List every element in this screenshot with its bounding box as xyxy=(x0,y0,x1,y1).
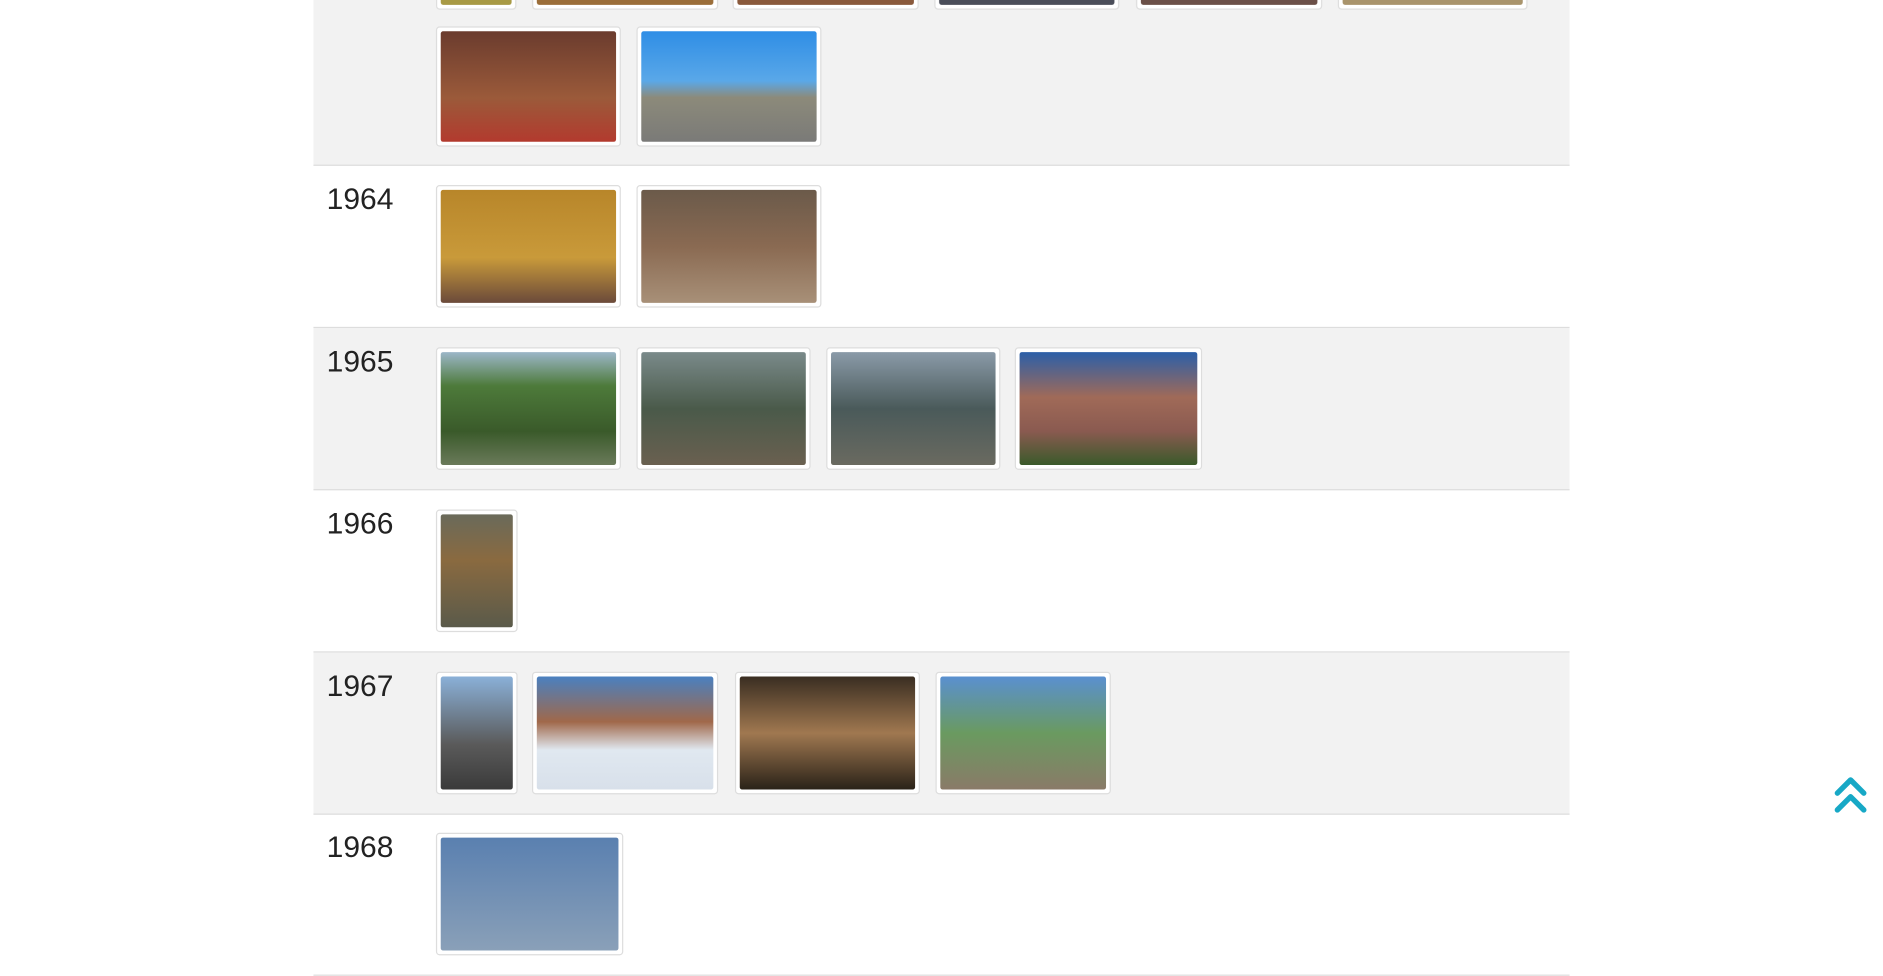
year-label: 1967 xyxy=(326,669,394,703)
year-row xyxy=(313,0,1570,166)
year-label: 1966 xyxy=(326,507,394,541)
thumbnail[interactable] xyxy=(435,347,621,470)
thumbnail[interactable] xyxy=(636,185,822,308)
thumbnail-image xyxy=(939,0,1115,5)
thumbnail-image xyxy=(440,514,513,628)
year-row: 1964 xyxy=(313,166,1570,329)
year-label: 1965 xyxy=(326,344,394,379)
thumbnail-image xyxy=(440,676,513,790)
back-to-top[interactable] xyxy=(1833,774,1869,817)
thumbnail[interactable] xyxy=(435,671,518,795)
thumbnail[interactable] xyxy=(934,0,1120,10)
thumbnail[interactable] xyxy=(435,509,518,633)
thumbnail-image xyxy=(440,352,617,466)
thumbnail-image xyxy=(440,189,617,303)
thumbnail[interactable] xyxy=(1337,0,1528,10)
year-label: 1964 xyxy=(326,182,394,217)
thumbnail[interactable] xyxy=(636,26,822,147)
thumbnail[interactable] xyxy=(734,671,920,795)
thumbnail[interactable] xyxy=(531,0,719,10)
thumbnail-image xyxy=(1342,0,1523,5)
thumbnail[interactable] xyxy=(435,26,621,147)
thumbnail-image xyxy=(440,837,619,951)
thumbnail[interactable] xyxy=(531,671,719,795)
year-row: 1967 xyxy=(313,652,1570,815)
year-row: 1968 xyxy=(313,814,1570,976)
year-label: 1968 xyxy=(326,830,394,865)
thumbnail-image xyxy=(831,352,996,466)
thumbnail-image xyxy=(536,0,714,5)
page: {"rows": [{"year": "1964"}, {"year": "19… xyxy=(313,0,1869,976)
thumbnail[interactable] xyxy=(1136,0,1323,10)
thumbnail[interactable] xyxy=(435,832,624,956)
year-row: 1965 xyxy=(313,328,1570,491)
thumbnail-image xyxy=(737,0,914,5)
thumbnail-image xyxy=(641,189,817,303)
thumbnail-image xyxy=(1140,0,1318,5)
thumbnail[interactable] xyxy=(1014,347,1203,470)
gallery: 1964 1965 1966 1967 1968 xyxy=(313,0,1869,976)
thumbnail[interactable] xyxy=(935,671,1111,795)
thumbnail[interactable] xyxy=(732,0,919,10)
thumbnail-image xyxy=(940,676,1107,790)
thumbnail[interactable] xyxy=(636,347,811,470)
thumbnail-image xyxy=(739,676,916,790)
thumbnail[interactable] xyxy=(435,0,517,10)
thumbnail-image xyxy=(641,31,817,142)
thumbnail-image xyxy=(1019,352,1198,466)
year-row: 1966 xyxy=(313,490,1570,653)
thumbnail[interactable] xyxy=(826,347,1001,470)
thumbnail[interactable] xyxy=(435,185,621,308)
thumbnail-image xyxy=(536,676,714,790)
thumbnail-image xyxy=(440,31,617,142)
thumbnail-image xyxy=(440,0,512,5)
thumbnail-image xyxy=(641,352,806,466)
